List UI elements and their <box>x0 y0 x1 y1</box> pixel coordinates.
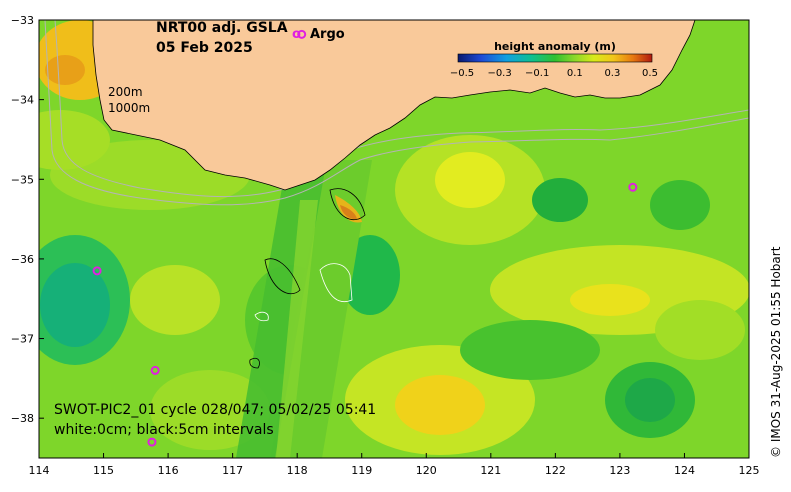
y-tick-label: −37 <box>11 333 34 346</box>
colorbar-tick-label: −0.3 <box>487 68 511 79</box>
argo-legend-symbol: o <box>292 27 301 42</box>
y-axis: −33 −34 −35 −36 −37 −38 <box>11 14 44 425</box>
x-tick-label: 119 <box>351 464 372 477</box>
argo-float-marker <box>297 29 307 39</box>
x-axis: 114 115 116 117 118 119 120 121 122 123 124 125 <box>29 453 760 477</box>
x-tick-label: 118 <box>287 464 308 477</box>
plot-frame <box>38 19 750 459</box>
argo-floats <box>92 29 638 447</box>
x-tick-label: 124 <box>674 464 695 477</box>
colorbar-tick-label: −0.5 <box>450 68 474 79</box>
argo-float-marker <box>628 182 638 192</box>
depth-label-200m: 200m <box>108 85 143 99</box>
y-tick-label: −38 <box>11 412 34 425</box>
y-tick-label: −33 <box>11 14 34 27</box>
colorbar-gradient <box>457 53 653 63</box>
x-tick-label: 120 <box>416 464 437 477</box>
argo-legend: o Argo <box>292 27 345 42</box>
x-tick-label: 115 <box>93 464 114 477</box>
swot-swath <box>236 160 372 458</box>
argo-legend-label: Argo <box>310 27 345 42</box>
colorbar-ticks: −0.5 −0.3 −0.1 0.1 0.3 0.5 <box>450 68 658 79</box>
map-date: 05 Feb 2025 <box>156 40 253 56</box>
colorbar-tick-label: −0.1 <box>525 68 549 79</box>
x-tick-label: 123 <box>609 464 630 477</box>
argo-float-marker <box>150 365 160 375</box>
credit-text: © IMOS 31-Aug-2025 01:55 Hobart <box>769 246 783 458</box>
x-tick-label: 117 <box>222 464 243 477</box>
colorbar-title: height anomaly (m) <box>494 40 616 53</box>
argo-float-marker <box>92 266 102 276</box>
colorbar-tick-label: 0.5 <box>642 68 658 79</box>
colorbar: height anomaly (m) −0.5 −0.3 −0.1 0.1 0.3 0.5 <box>450 40 658 79</box>
colorbar-tick-label: 0.1 <box>567 68 583 79</box>
plot-area <box>39 20 749 458</box>
swot-contour-note: white:0cm; black:5cm intervals <box>54 422 274 438</box>
land-mass <box>92 20 696 191</box>
colorbar-tick-label: 0.3 <box>604 68 620 79</box>
argo-float-marker <box>147 437 157 447</box>
x-tick-label: 114 <box>29 464 50 477</box>
swot-label: SWOT-PIC2_01 cycle 028/047; 05/02/25 05:… <box>54 402 376 418</box>
x-tick-label: 125 <box>739 464 760 477</box>
x-tick-label: 122 <box>545 464 566 477</box>
x-tick-label: 121 <box>480 464 501 477</box>
y-tick-label: −35 <box>11 173 34 186</box>
x-tick-label: 116 <box>158 464 179 477</box>
depth-label-1000m: 1000m <box>108 101 150 115</box>
map-title: NRT00 adj. GSLA <box>156 20 288 36</box>
y-tick-label: −34 <box>11 94 34 107</box>
y-tick-label: −36 <box>11 253 34 266</box>
